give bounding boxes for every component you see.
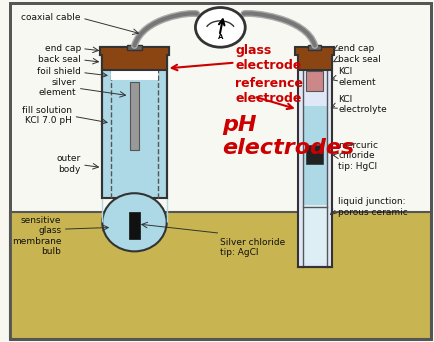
Text: sensitive
glass
membrane
bulb: sensitive glass membrane bulb — [12, 216, 61, 256]
Bar — [126, 45, 142, 50]
Text: outer
body: outer body — [56, 155, 81, 174]
FancyBboxPatch shape — [104, 54, 164, 70]
Circle shape — [195, 8, 245, 47]
Text: back seal: back seal — [338, 55, 380, 64]
Text: silver
element: silver element — [39, 78, 76, 97]
Text: fill solution
KCl 7.0 pH: fill solution KCl 7.0 pH — [22, 106, 72, 125]
FancyBboxPatch shape — [100, 47, 168, 55]
Text: foil shield: foil shield — [37, 67, 81, 76]
Bar — [111, 55, 158, 80]
Text: coaxial cable: coaxial cable — [21, 13, 81, 22]
Text: mercuric
chloride
tip: HgCl: mercuric chloride tip: HgCl — [338, 141, 378, 171]
Text: pH
electrodes: pH electrodes — [222, 115, 354, 158]
FancyBboxPatch shape — [102, 48, 166, 198]
Bar — [302, 205, 326, 263]
Text: Silver chloride
tip: AgCl: Silver chloride tip: AgCl — [220, 238, 285, 257]
Ellipse shape — [102, 193, 166, 251]
Bar — [130, 82, 138, 150]
Bar — [308, 45, 320, 50]
Bar — [306, 71, 322, 91]
Text: KCl
electrolyte: KCl electrolyte — [338, 95, 386, 114]
Text: reference
electrode: reference electrode — [235, 77, 302, 105]
Text: KCl
element: KCl element — [338, 67, 375, 87]
Bar — [306, 145, 322, 164]
FancyBboxPatch shape — [297, 48, 331, 267]
Text: A: A — [217, 34, 223, 40]
Text: end cap: end cap — [338, 44, 374, 53]
Bar — [10, 212, 430, 339]
Text: end cap: end cap — [44, 44, 81, 53]
Bar — [128, 212, 140, 239]
Bar — [302, 106, 326, 263]
Text: glass
electrode: glass electrode — [235, 44, 301, 72]
Polygon shape — [100, 47, 168, 70]
Text: back seal: back seal — [38, 55, 81, 64]
Polygon shape — [295, 47, 333, 70]
Text: liquid junction:
porous ceramic: liquid junction: porous ceramic — [338, 197, 407, 216]
